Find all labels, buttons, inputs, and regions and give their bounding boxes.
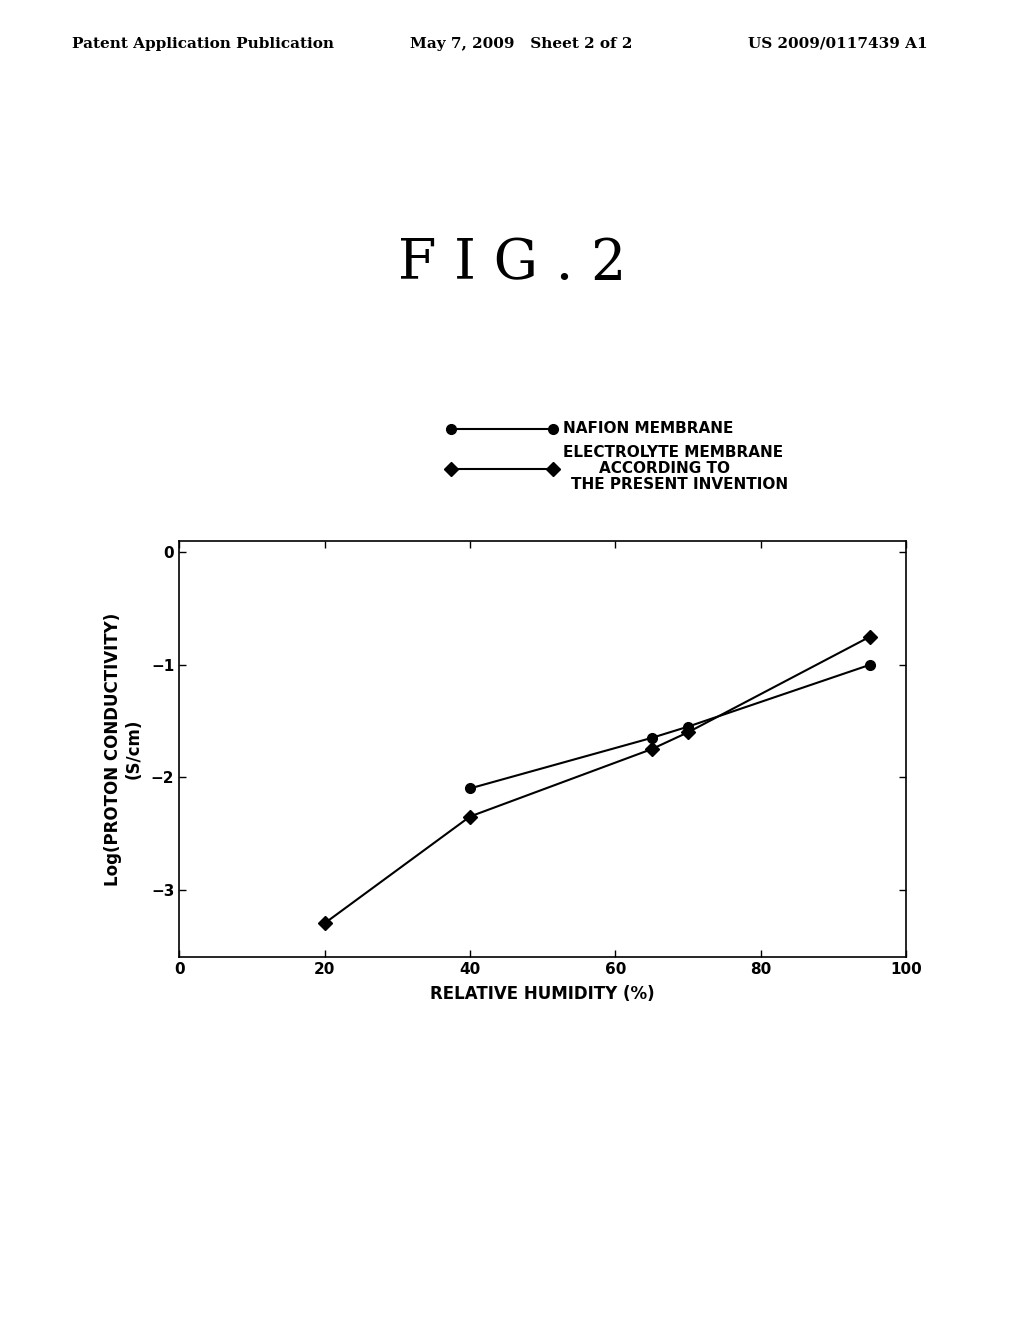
Text: ACCORDING TO: ACCORDING TO: [599, 461, 730, 477]
Text: May 7, 2009   Sheet 2 of 2: May 7, 2009 Sheet 2 of 2: [410, 37, 632, 51]
Text: NAFION MEMBRANE: NAFION MEMBRANE: [563, 421, 733, 437]
Text: Patent Application Publication: Patent Application Publication: [72, 37, 334, 51]
Text: US 2009/0117439 A1: US 2009/0117439 A1: [748, 37, 927, 51]
Y-axis label: Log(PROTON CONDUCTIVITY)
(S/cm): Log(PROTON CONDUCTIVITY) (S/cm): [103, 612, 142, 886]
X-axis label: RELATIVE HUMIDITY (%): RELATIVE HUMIDITY (%): [430, 985, 655, 1003]
Text: ELECTROLYTE MEMBRANE: ELECTROLYTE MEMBRANE: [563, 445, 783, 461]
Text: F I G . 2: F I G . 2: [397, 236, 627, 292]
Text: THE PRESENT INVENTION: THE PRESENT INVENTION: [571, 477, 788, 492]
